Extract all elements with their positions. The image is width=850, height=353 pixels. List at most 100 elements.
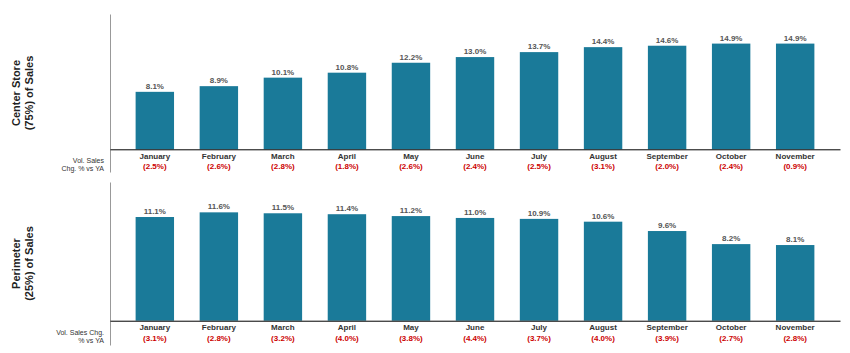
vol-change: (2.5%) (527, 162, 551, 171)
x-tick-label: June (466, 323, 485, 332)
bar (264, 213, 302, 320)
vol-change: (2.6%) (207, 162, 231, 171)
x-tick: May (403, 321, 419, 333)
vol-change: (2.4%) (463, 162, 487, 171)
vol-change: (4.4%) (463, 334, 487, 343)
vol-change: (4.0%) (591, 334, 615, 343)
vol-change: (4.0%) (335, 334, 359, 343)
bar (328, 73, 366, 150)
bar (520, 219, 558, 321)
x-tick: April (338, 149, 356, 161)
vol-change: (2.8%) (783, 334, 807, 343)
baseline (111, 149, 841, 150)
vol-change: (2.8%) (271, 162, 295, 171)
data-label: 14.6% (656, 36, 679, 45)
x-tick-label: October (716, 152, 747, 161)
panel: January February March April May June July Augu… (10, 15, 841, 174)
data-label: 11.5% (272, 203, 294, 212)
data-label: 10.9% (528, 209, 551, 218)
bar (584, 222, 622, 321)
x-tick: July (531, 149, 548, 161)
chart-svg: January February March April May June July Augu… (0, 0, 850, 353)
data-label: 8.2% (722, 234, 740, 243)
x-tick: March (271, 149, 295, 161)
x-tick: April (338, 321, 356, 333)
x-tick-label: March (271, 152, 295, 161)
x-tick: June (466, 149, 485, 161)
bar (264, 78, 302, 150)
x-tick-label: May (403, 323, 419, 332)
bars (136, 44, 815, 150)
bar (200, 86, 238, 149)
bar (584, 47, 622, 149)
x-tick: March (271, 321, 295, 333)
x-tick-label: September (646, 323, 687, 332)
bar (776, 245, 814, 321)
vol-change: (2.6%) (399, 162, 423, 171)
data-label: 11.0% (464, 208, 486, 217)
data-label: 10.6% (592, 212, 615, 221)
data-label: 14.9% (784, 34, 807, 43)
bar (328, 214, 366, 320)
data-label: 8.9% (210, 76, 228, 85)
bar (648, 46, 686, 150)
y-axis-line (110, 15, 111, 173)
data-label: 14.9% (720, 34, 743, 43)
title: Perimeter(25%) of Sales (10, 226, 35, 301)
vol-change: (2.8%) (207, 334, 231, 343)
data-label: 10.8% (336, 63, 359, 72)
x-tick: August (589, 149, 617, 161)
bar (456, 218, 494, 321)
x-tick-label: August (589, 152, 617, 161)
vol-change: (2.7%) (719, 334, 743, 343)
x-tick: September (646, 321, 687, 333)
x-tick-label: April (338, 152, 356, 161)
x-tick: November (776, 321, 815, 333)
data-label: 11.6% (208, 202, 230, 211)
data-label: 13.0% (464, 47, 487, 56)
x-tick: January (139, 321, 170, 333)
x-tick: November (776, 149, 815, 161)
x-tick-label: August (589, 323, 617, 332)
baseline (111, 321, 841, 322)
x-tick-label: April (338, 323, 356, 332)
y-axis (110, 15, 111, 173)
x-tick-label: February (202, 152, 237, 161)
data-label: 8.1% (146, 82, 164, 91)
bar (776, 44, 814, 150)
x-tick-label: July (531, 152, 548, 161)
x-tick: February (202, 149, 237, 161)
x-tick-label: May (403, 152, 419, 161)
data-labels: 8.1%8.9%10.1%10.8%12.2%13.0%13.7%14.4%14… (146, 34, 807, 91)
vol-change: (3.1%) (143, 334, 167, 343)
x-tick: June (466, 321, 485, 333)
annotation-label: Vol. SalesChg. % vs YA (61, 157, 104, 173)
x-axis: January February March April May June July Augu… (111, 149, 841, 161)
vol-change: (3.9%) (655, 334, 679, 343)
x-tick: October (716, 321, 747, 333)
x-tick: September (646, 149, 687, 161)
bar (456, 57, 494, 149)
data-label: 12.2% (400, 53, 423, 62)
x-tick: July (531, 321, 548, 333)
bars (136, 212, 815, 320)
bar (712, 244, 750, 321)
x-tick-label: September (646, 152, 687, 161)
title: Center Store(75%) of Sales (10, 56, 35, 131)
bar (200, 212, 238, 320)
x-tick: August (589, 321, 617, 333)
vol-change: (3.2%) (271, 334, 295, 343)
x-tick-label: January (139, 152, 170, 161)
annotations: (3.1%)(2.8%)(3.2%)(4.0%)(3.8%)(4.4%)(3.7… (56, 329, 807, 344)
bar (392, 63, 430, 150)
vol-change: (3.8%) (399, 334, 423, 343)
x-tick-label: February (202, 323, 237, 332)
bar (520, 52, 558, 149)
vol-change: (1.8%) (335, 162, 359, 171)
data-label: 11.1% (144, 207, 166, 216)
vol-change: (2.0%) (655, 162, 679, 171)
data-label: 13.7% (528, 42, 551, 51)
x-tick-label: November (776, 152, 815, 161)
x-tick-label: March (271, 323, 295, 332)
x-tick: October (716, 149, 747, 161)
